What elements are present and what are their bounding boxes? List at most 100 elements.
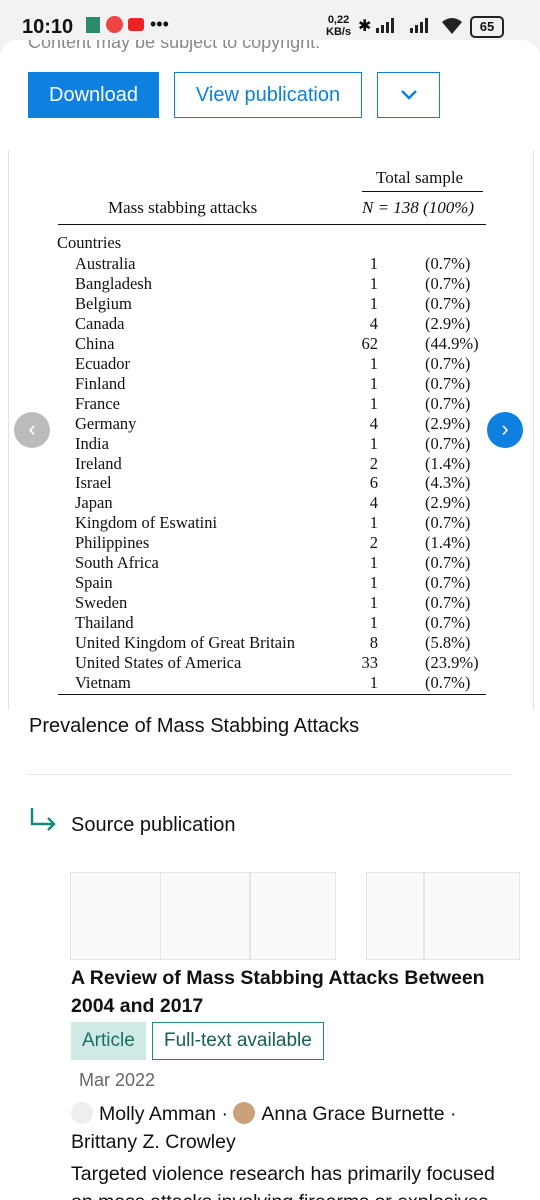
- thumbnail: [424, 872, 520, 960]
- percent: (0.7%): [425, 672, 471, 692]
- country: Kingdom of Eswatini: [75, 513, 218, 533]
- count: 1: [369, 254, 378, 273]
- figure-frame: [8, 150, 534, 710]
- percent: (0.7%): [425, 273, 471, 293]
- table-row: Thailand 1 (0.7%): [0, 613, 540, 633]
- app-icon: [86, 17, 100, 33]
- count: 4: [369, 493, 378, 513]
- chevron-down: [400, 90, 417, 100]
- country: Australia: [75, 254, 136, 273]
- table-row: Kingdom of Eswatini 1 (0.7%): [0, 513, 540, 533]
- author-name[interactable]: Anna Grace Burnette: [261, 1103, 445, 1125]
- percent: (2.9%): [425, 313, 471, 333]
- table-rule: [58, 693, 486, 695]
- separator: ·: [216, 1103, 234, 1125]
- country: Vietnam: [75, 672, 131, 692]
- app-icon: [128, 18, 144, 31]
- table-row: Australia 1 (0.7%): [0, 254, 540, 274]
- count: 1: [369, 513, 378, 533]
- tag[interactable]: Full-text available: [152, 1022, 324, 1060]
- country: China: [75, 333, 115, 353]
- author[interactable]: Molly Amman: [71, 1102, 217, 1125]
- country: Canada: [75, 313, 125, 333]
- table-row: Vietnam 1 (0.7%): [0, 673, 540, 693]
- group-header: Total sample: [376, 168, 464, 187]
- country: Germany: [75, 413, 137, 433]
- next-button[interactable]: ›: [487, 412, 523, 448]
- view-publication-button[interactable]: View publication: [174, 72, 362, 118]
- speed: 0,22: [327, 14, 350, 26]
- table-row: China 62 (44.9%): [0, 334, 540, 354]
- content-card: Content may be subject to copyright. Dow…: [0, 40, 540, 1200]
- percent: (0.7%): [425, 553, 471, 573]
- table-row: Philippines 2 (1.4%): [0, 533, 540, 553]
- percent: (44.9%): [425, 333, 479, 353]
- percent: (0.7%): [425, 254, 471, 273]
- percent: (0.7%): [425, 513, 471, 533]
- abstract: Targeted violence research has primarily…: [71, 1163, 495, 1200]
- table-row: Bangladesh 1 (0.7%): [0, 274, 540, 294]
- percent: (0.7%): [425, 393, 471, 413]
- prev-button[interactable]: ‹: [14, 412, 50, 448]
- percent: (0.7%): [425, 293, 471, 313]
- percent: (0.7%): [425, 373, 471, 393]
- count: 8: [369, 633, 378, 653]
- section-label: Countries: [57, 233, 122, 252]
- author-name[interactable]: Molly Amman: [99, 1103, 217, 1125]
- country: Thailand: [75, 613, 134, 633]
- count: 1: [369, 553, 378, 573]
- percent: (1.4%): [425, 453, 471, 473]
- more-button[interactable]: [377, 72, 440, 118]
- author-name[interactable]: Brittany Z. Crowley: [71, 1131, 236, 1153]
- thumbnail: [366, 872, 424, 960]
- country: Bangladesh: [75, 273, 152, 293]
- table-row: France 1 (0.7%): [0, 394, 540, 414]
- count: 1: [369, 273, 378, 293]
- table-row: Japan 4 (2.9%): [0, 493, 540, 513]
- publication-date: Mar 2022: [79, 1070, 156, 1090]
- author[interactable]: Brittany Z. Crowley: [71, 1131, 236, 1153]
- table-row: Germany 4 (2.9%): [0, 414, 540, 434]
- percent: (2.9%): [425, 413, 471, 433]
- table-row: Ireland 2 (1.4%): [0, 454, 540, 474]
- country: Ireland: [75, 453, 122, 473]
- source-arrow: [30, 808, 56, 831]
- signal: [376, 18, 394, 33]
- table-row: Israel 6 (4.3%): [0, 473, 540, 493]
- author-list: Molly Amman · Anna Grace Burnette · Brit…: [71, 1100, 511, 1156]
- speed-unit: KB/s: [326, 26, 352, 38]
- percent: (0.7%): [425, 573, 471, 593]
- thumbnail: [250, 872, 336, 960]
- table-row: United States of America 33 (23.9%): [0, 653, 540, 673]
- count: 1: [369, 373, 378, 393]
- battery: 65: [470, 16, 504, 38]
- avatar: [71, 1102, 93, 1124]
- country: Finland: [75, 373, 126, 393]
- table-row: Canada 4 (2.9%): [0, 314, 540, 334]
- count: 1: [369, 613, 378, 633]
- figure-caption: Prevalence of Mass Stabbing Attacks: [29, 715, 360, 737]
- percent: (0.7%): [425, 433, 471, 453]
- author[interactable]: Anna Grace Burnette: [233, 1102, 445, 1125]
- tag[interactable]: Article: [71, 1022, 146, 1060]
- table-row: South Africa 1 (0.7%): [0, 553, 540, 573]
- count: 1: [369, 672, 378, 692]
- table-row: India 1 (0.7%): [0, 434, 540, 454]
- publication-title[interactable]: A Review of Mass Stabbing Attacks Betwee…: [71, 967, 485, 1017]
- column-label: Mass stabbing attacks: [108, 198, 258, 217]
- country: Belgium: [75, 293, 132, 313]
- copyright-notice: Content may be subject to copyright.: [28, 40, 321, 52]
- count: 2: [369, 453, 378, 473]
- download-button[interactable]: Download: [28, 72, 159, 118]
- clock: 10:10: [22, 16, 74, 38]
- column-total: N = 138 (100%): [362, 198, 475, 217]
- more-dots: •••: [150, 14, 169, 34]
- signal: [410, 18, 428, 33]
- count: 1: [369, 293, 378, 313]
- divider: [28, 774, 512, 775]
- country: France: [75, 393, 120, 413]
- country: United States of America: [75, 653, 242, 672]
- count: 1: [369, 353, 378, 373]
